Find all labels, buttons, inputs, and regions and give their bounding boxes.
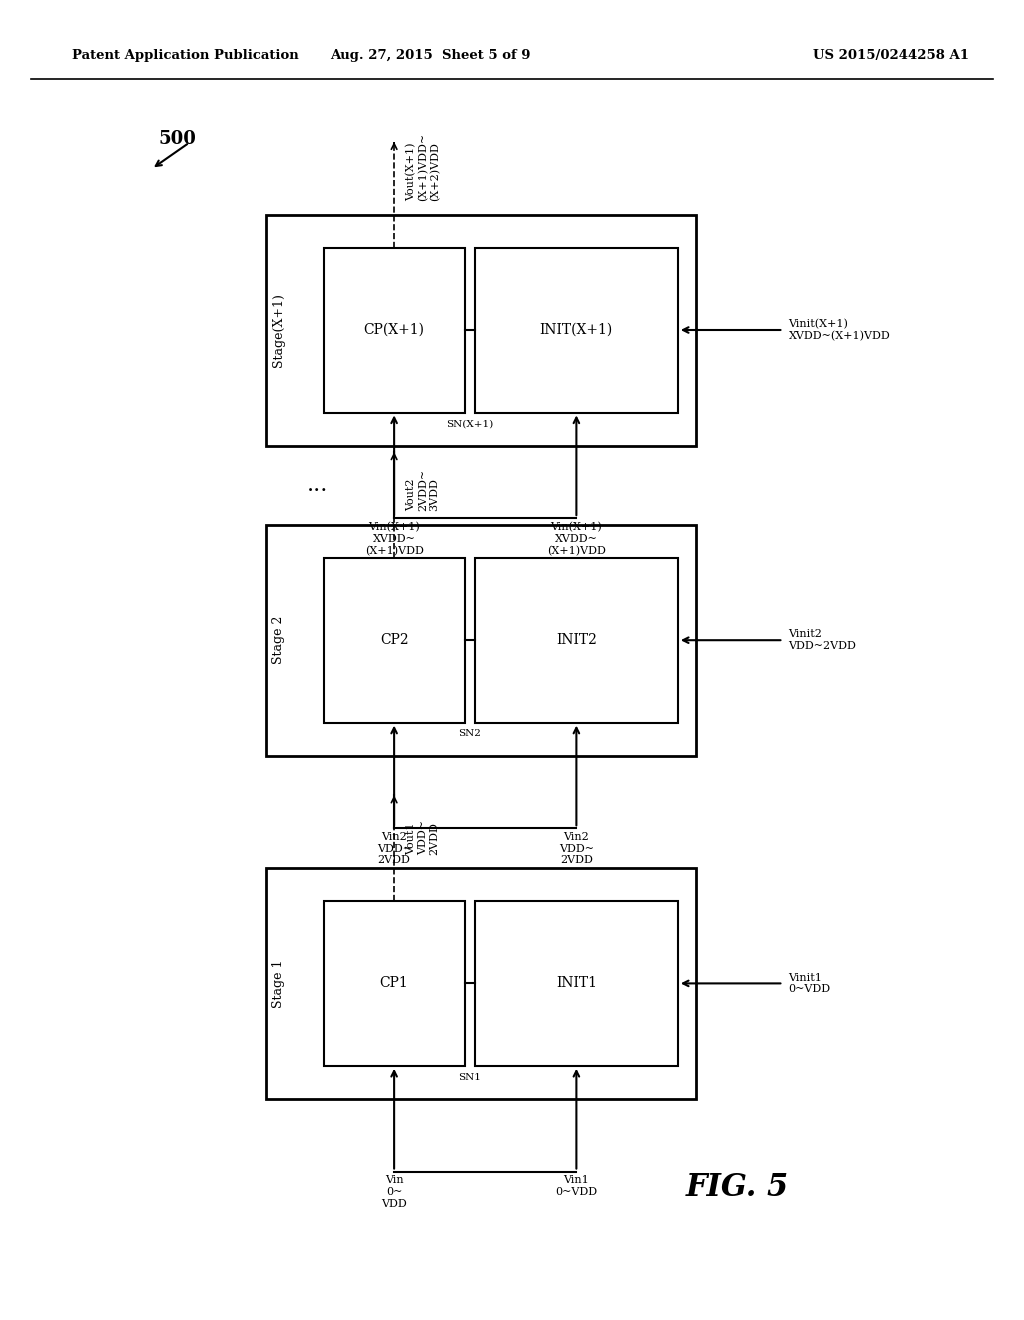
Text: INIT2: INIT2 [556, 634, 597, 647]
Text: SN2: SN2 [459, 729, 481, 738]
Bar [475, 900, 678, 1067]
Text: Vinit2
VDD~2VDD: Vinit2 VDD~2VDD [788, 630, 856, 651]
Text: INIT1: INIT1 [556, 977, 597, 990]
Text: Vin(X+1)
XVDD~
(X+1)VDD: Vin(X+1) XVDD~ (X+1)VDD [547, 523, 606, 556]
Text: Vin2
VDD~
2VDD: Vin2 VDD~ 2VDD [559, 833, 594, 866]
Text: ...: ... [307, 474, 328, 496]
Bar [475, 248, 678, 412]
Text: Stage 2: Stage 2 [272, 616, 285, 664]
Text: FIG. 5: FIG. 5 [686, 1172, 788, 1204]
Text: Vout2
2VDD~
3VDD: Vout2 2VDD~ 3VDD [407, 470, 439, 511]
Text: SN1: SN1 [459, 1072, 481, 1081]
Text: Vin
0~
VDD: Vin 0~ VDD [381, 1175, 407, 1209]
Text: Vout1
VDD~
2VDD: Vout1 VDD~ 2VDD [407, 820, 439, 855]
Text: Vin1
0~VDD: Vin1 0~VDD [555, 1175, 597, 1197]
Bar [475, 557, 678, 722]
Text: 500: 500 [159, 129, 197, 148]
Text: SN(X+1): SN(X+1) [446, 420, 494, 428]
Text: CP1: CP1 [380, 977, 409, 990]
Text: Patent Application Publication: Patent Application Publication [72, 49, 298, 62]
Text: US 2015/0244258 A1: US 2015/0244258 A1 [813, 49, 969, 62]
Bar [266, 525, 696, 755]
Text: INIT(X+1): INIT(X+1) [540, 323, 613, 337]
Text: Aug. 27, 2015  Sheet 5 of 9: Aug. 27, 2015 Sheet 5 of 9 [330, 49, 530, 62]
Text: Vout(X+1)
(X+1)VDD~
(X+2)VDD: Vout(X+1) (X+1)VDD~ (X+2)VDD [407, 133, 440, 201]
Text: Vinit(X+1)
XVDD~(X+1)VDD: Vinit(X+1) XVDD~(X+1)VDD [788, 319, 890, 341]
Bar [324, 900, 465, 1067]
Bar [266, 869, 696, 1098]
Text: Stage(X+1): Stage(X+1) [272, 293, 285, 367]
Bar [324, 248, 465, 412]
Bar [266, 214, 696, 446]
Text: CP(X+1): CP(X+1) [364, 323, 425, 337]
Text: CP2: CP2 [380, 634, 409, 647]
Text: Vin(X+1)
XVDD~
(X+1)VDD: Vin(X+1) XVDD~ (X+1)VDD [365, 523, 424, 556]
Text: Vin2
VDD~
2VDD: Vin2 VDD~ 2VDD [377, 833, 412, 866]
Text: Stage 1: Stage 1 [272, 960, 285, 1007]
Bar [324, 557, 465, 722]
Text: Vinit1
0~VDD: Vinit1 0~VDD [788, 973, 830, 994]
